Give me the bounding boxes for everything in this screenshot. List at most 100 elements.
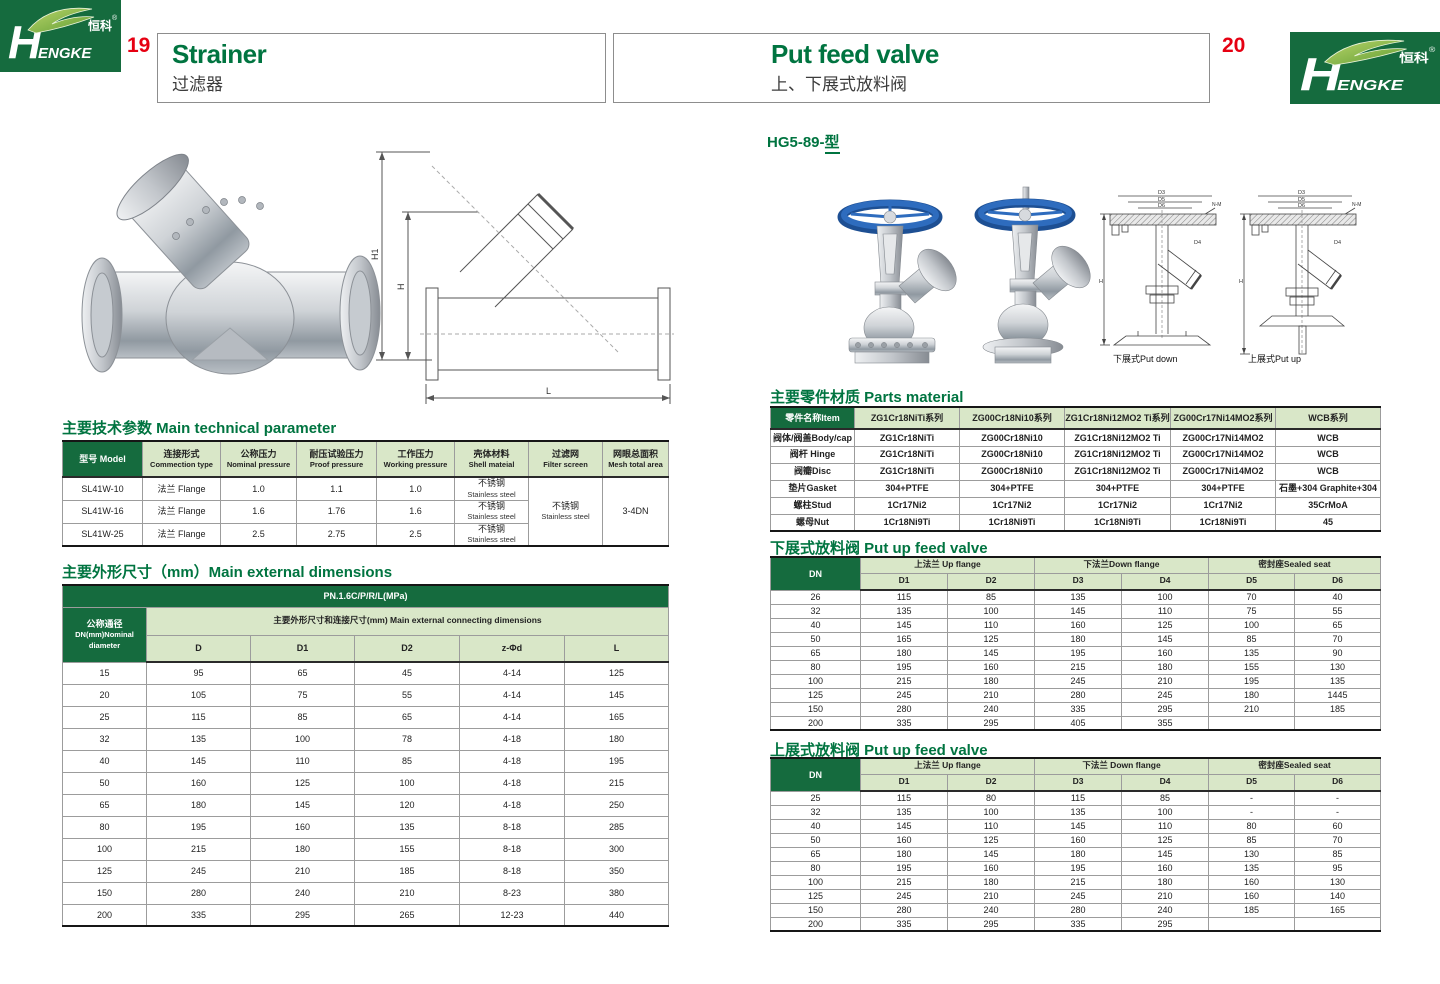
- table-cell: 210: [1121, 673, 1209, 689]
- down-table-wrap: DN 上法兰 Up flange 下法兰Down flange 密封座Sealed s…: [770, 556, 1381, 731]
- section-title-parts: 主要零件材质 Parts material: [770, 389, 964, 406]
- page-number-right: 20: [1222, 34, 1246, 57]
- table-cell: 145: [860, 818, 948, 834]
- table-header-cell: D6: [1294, 773, 1382, 792]
- dim-label: D3: [1158, 190, 1165, 196]
- model-series-label: HG5-89-型: [767, 131, 840, 154]
- table-cell: 215: [563, 771, 670, 795]
- section-title-tech: 主要技术参数 Main technical parameter: [62, 420, 337, 437]
- table-cell: 115: [1034, 790, 1122, 806]
- table-cell: 125: [1120, 832, 1210, 848]
- table-cell: 125: [250, 771, 355, 795]
- table-cell: 245: [1121, 687, 1209, 703]
- table-cell: ZG00Cr18Ni10: [959, 445, 1065, 464]
- table-header-cell: 公称通径 DN(mm)Nominal diameter: [62, 606, 147, 663]
- table-cell: 295: [250, 903, 355, 927]
- table-cell: [1294, 715, 1381, 731]
- valve-photo-down: [833, 190, 958, 380]
- table-cell: 145: [860, 617, 948, 633]
- page-title-en: Put feed valve: [771, 39, 939, 69]
- table-cell: 120: [354, 793, 460, 817]
- table-cell: 145: [947, 846, 1035, 862]
- table-cell: 265: [354, 903, 460, 927]
- table-cell: 110: [1120, 818, 1210, 834]
- table-cell: 285: [563, 815, 670, 839]
- table-cell: -: [1294, 804, 1382, 820]
- table-cell: 440: [563, 903, 670, 927]
- hengke-logo-icon: H ENGKE 恒科 ®: [1300, 39, 1435, 100]
- table-cell: 160: [250, 815, 355, 839]
- table-cell: 215: [1034, 659, 1122, 675]
- table-header-cell: 密封座Sealed seat: [1208, 757, 1382, 775]
- table-cell: 石墨+304 Graphite+304: [1275, 479, 1381, 498]
- table-cell: 335: [1034, 916, 1122, 932]
- table-header-cell: 公称压力 Nominal pressure: [220, 440, 297, 478]
- table-cell: 155: [1208, 659, 1295, 675]
- table-cell: SL41W-25: [62, 522, 143, 547]
- table-cell: 4-18: [459, 727, 565, 751]
- table-cell: 150: [62, 881, 147, 905]
- table-header-cell: D1: [860, 572, 948, 591]
- table-cell: 135: [860, 804, 948, 820]
- table-cell: 125: [947, 832, 1035, 848]
- table-cell: 335: [146, 903, 251, 927]
- table-cell: ZG1Cr18NiTi: [854, 462, 960, 481]
- table-cell: 125: [770, 687, 861, 703]
- dim-label: D6: [1158, 203, 1165, 209]
- table-cell: 125: [770, 888, 861, 904]
- table-cell: 185: [1208, 902, 1296, 918]
- table-cell: 70: [1208, 589, 1295, 605]
- table-cell: 405: [1034, 715, 1122, 731]
- table-cell: 240: [947, 902, 1035, 918]
- table-cell: 螺柱Stud: [770, 496, 855, 515]
- table-cell: 335: [1034, 701, 1122, 717]
- table-cell: 295: [947, 916, 1035, 932]
- dim-label-h1: H1: [370, 248, 380, 260]
- table-cell: 135: [860, 603, 948, 619]
- page-title-en: Strainer: [172, 39, 267, 69]
- table-cell: 210: [1208, 701, 1295, 717]
- table-cell: 4-18: [459, 793, 565, 817]
- table-cell: 3-4DN: [602, 476, 669, 547]
- table-cell: 115: [860, 790, 948, 806]
- table-cell: SL41W-10: [62, 476, 143, 501]
- table-cell: 335: [860, 916, 948, 932]
- table-cell: 185: [354, 859, 460, 883]
- logo-cn: 恒科: [1399, 50, 1429, 64]
- table-cell: 145: [1034, 818, 1122, 834]
- table-cell: 380: [563, 881, 670, 905]
- table-cell: 100: [770, 673, 861, 689]
- table-cell: 280: [1034, 687, 1122, 703]
- table-cell: 245: [860, 687, 948, 703]
- table-cell: 300: [563, 837, 670, 861]
- table-cell: 195: [563, 749, 670, 773]
- table-cell: 垫片Gasket: [770, 479, 855, 498]
- table-cell: 4-14: [459, 705, 565, 729]
- drawing-caption-down: 下展式Put down: [1113, 354, 1178, 364]
- page-title-box-left: Strainer 过滤器: [157, 33, 606, 103]
- table-cell: 304+PTFE: [854, 479, 960, 498]
- table-cell: 125: [1121, 617, 1209, 633]
- table-cell: 145: [563, 683, 670, 707]
- dim-label: H: [1239, 279, 1243, 285]
- table-cell: 4-18: [459, 749, 565, 773]
- table-cell: 180: [250, 837, 355, 861]
- table-cell: 95: [1294, 860, 1382, 876]
- table-header-cell: D2: [947, 572, 1035, 591]
- table-cell: 1.0: [220, 476, 297, 501]
- table-cell: 65: [62, 793, 147, 817]
- table-cell: 50: [62, 771, 147, 795]
- table-cell: 1.6: [220, 499, 297, 524]
- table-header-cell: 型号 Model: [62, 440, 143, 478]
- table-cell: 78: [354, 727, 460, 751]
- table-cell: 8-18: [459, 837, 565, 861]
- table-cell: 304+PTFE: [1170, 479, 1276, 498]
- table-cell: 160: [1034, 617, 1122, 633]
- up-feed-valve-table: DN 上法兰 Up flange 下法兰 Down flange 密封座Sealed …: [770, 757, 1382, 932]
- table-cell: 145: [250, 793, 355, 817]
- dim-label-l: L: [546, 386, 551, 396]
- dim-label: D4: [1334, 240, 1341, 246]
- table-cell: 110: [250, 749, 355, 773]
- table-cell: 135: [146, 727, 251, 751]
- dim-label: H: [1099, 279, 1103, 285]
